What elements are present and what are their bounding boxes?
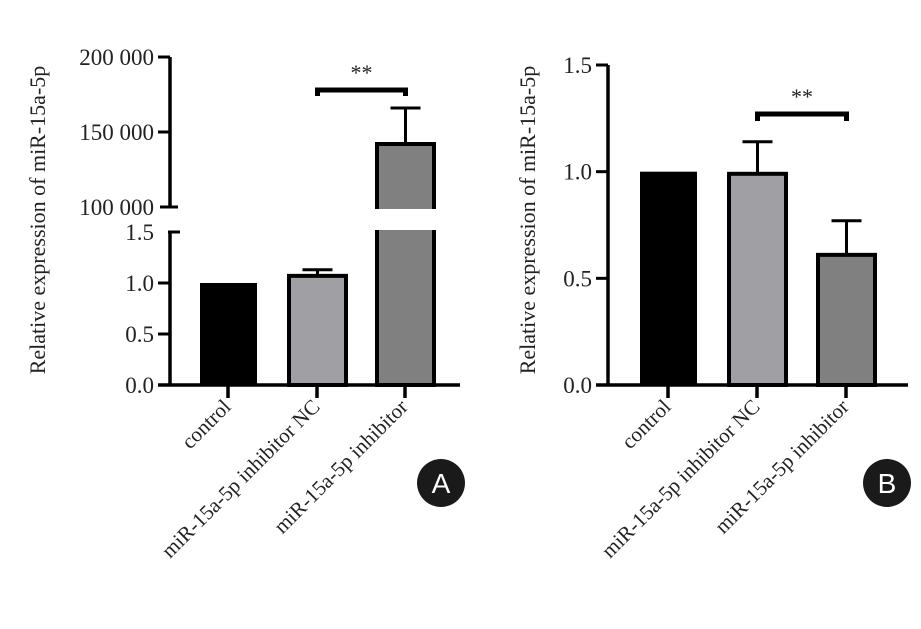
y-axis-title: Relative expression of miR-15a-5p: [515, 66, 540, 375]
y-tick-label: 1.0: [125, 271, 154, 296]
x-tick-label: miR-15a-5p inhibitor NC: [597, 395, 765, 563]
bar-break-mask: [379, 205, 432, 209]
bar: [640, 171, 697, 385]
bar-break-mask: [379, 230, 432, 234]
y-tick-label: 200 000: [79, 45, 154, 70]
panel-label: B: [878, 468, 897, 499]
bar: [375, 230, 436, 387]
bar: [375, 142, 436, 209]
bar: [287, 273, 348, 387]
panel-badge: [863, 459, 911, 507]
y-tick-label: 0.5: [125, 322, 154, 347]
y-tick-label: 0.0: [563, 373, 592, 398]
x-tick-label: control: [617, 394, 676, 453]
x-tick-label: control: [177, 394, 236, 453]
y-tick-label: 0.5: [563, 266, 592, 291]
bar: [200, 283, 257, 385]
y-axis-title: Relative expression of miR-15a-5p: [25, 66, 50, 375]
y-tick-label: 1.5: [563, 53, 592, 78]
y-tick-label: 1.0: [563, 160, 592, 185]
y-tick-label: 1.5: [125, 220, 154, 245]
panel-badge: [417, 459, 465, 507]
y-tick-label: 100 000: [79, 195, 154, 220]
significance-label: **: [351, 60, 373, 85]
panel-label: A: [432, 468, 451, 499]
y-tick-label: 150 000: [79, 120, 154, 145]
significance-label: **: [791, 84, 813, 109]
significance-bracket: [755, 111, 849, 121]
bar: [727, 171, 788, 387]
y-tick-label: 0.0: [125, 373, 154, 398]
significance-bracket: [315, 87, 408, 96]
bar: [816, 252, 877, 387]
x-tick-label: miR-15a-5p inhibitor NC: [157, 395, 325, 563]
